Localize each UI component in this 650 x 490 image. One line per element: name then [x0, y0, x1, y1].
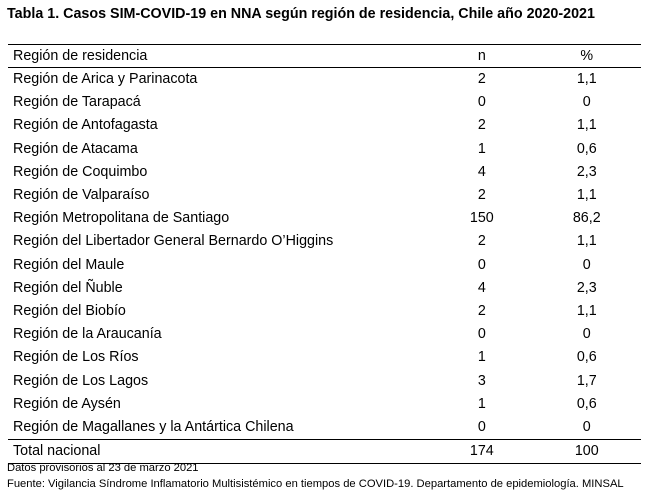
- count-cell: 4: [477, 279, 486, 296]
- percent-cell: 0,6: [576, 349, 597, 366]
- region-cell: Región de Coquimbo: [13, 163, 148, 180]
- count-cell: 2: [477, 71, 486, 87]
- percent-cell: 0: [582, 94, 591, 111]
- region-cell: Región de Magallanes y la Antártica Chil…: [13, 419, 294, 436]
- percent-cell: 0,6: [576, 140, 597, 157]
- count-cell: 150: [469, 210, 494, 227]
- table-row: Región del Maule 0 0: [8, 254, 641, 277]
- total-row: Total nacional 174 100: [8, 439, 641, 465]
- region-cell: Región de Valparaíso: [13, 187, 150, 204]
- table-row: Región de la Araucanía 0 0: [8, 323, 641, 346]
- region-cell: Región del Ñuble: [13, 279, 123, 296]
- count-cell: 174: [431, 439, 533, 465]
- header-row: Región de residencia n %: [8, 44, 641, 68]
- table-row: Región de Coquimbo 4 2,3: [8, 161, 641, 184]
- region-cell: Total nacional: [8, 439, 432, 465]
- table-body: Región de Arica y Parinacota 2 1,1 Región d…: [8, 68, 641, 465]
- region-cell: Región de Los Ríos: [13, 349, 139, 366]
- table-row: Región del Libertador General Bernardo O…: [8, 230, 641, 253]
- region-cell: Región de Arica y Parinacota: [13, 71, 198, 87]
- region-cell: Región de Atacama: [13, 140, 138, 157]
- header-n: n: [431, 44, 533, 68]
- source-note: Fuente: Vigilancia Síndrome Inflamatorio…: [7, 478, 624, 490]
- count-cell: 0: [477, 326, 486, 343]
- region-cell: Región Metropolitana de Santiago: [13, 210, 230, 227]
- count-cell: 2: [477, 233, 486, 250]
- region-cell: Región de la Araucanía: [13, 326, 162, 343]
- table-row: Región de Atacama 1 0,6: [8, 138, 641, 161]
- region-cell: Región de Antofagasta: [13, 117, 158, 134]
- region-cell: Región del Maule: [13, 256, 125, 273]
- region-cell: Región del Libertador General Bernardo O…: [13, 233, 334, 250]
- table-row: Región de Los Lagos 3 1,7: [8, 370, 641, 393]
- region-cell: Región del Biobío: [13, 303, 126, 320]
- header-region: Región de residencia: [8, 44, 432, 68]
- percent-cell: 1,1: [576, 187, 597, 204]
- count-cell: 1: [477, 349, 486, 366]
- percent-cell: 1,1: [576, 71, 597, 87]
- percent-cell: 1,1: [576, 303, 597, 320]
- table-row: Región de Tarapacá 0 0: [8, 91, 641, 114]
- table-row: Región de Antofagasta 2 1,1: [8, 114, 641, 137]
- region-cell: Región de Tarapacá: [13, 94, 141, 111]
- table-row: Región de Aysén 1 0,6: [8, 393, 641, 416]
- count-cell: 3: [477, 372, 486, 389]
- provisional-note: Datos provisorios al 23 de marzo 2021: [7, 462, 199, 474]
- count-cell: 0: [477, 256, 486, 273]
- count-cell: 1: [477, 395, 486, 412]
- table-row: Región de Valparaíso 2 1,1: [8, 184, 641, 207]
- percent-cell: 86,2: [572, 210, 601, 227]
- table-row: Región del Biobío 2 1,1: [8, 300, 641, 323]
- percent-cell: 0: [582, 419, 591, 436]
- count-cell: 2: [477, 117, 486, 134]
- count-cell: 0: [477, 419, 486, 436]
- count-cell: 2: [477, 187, 486, 204]
- region-cases-table: Región de residencia n % Región de Arica…: [8, 44, 641, 465]
- header-percent: %: [532, 44, 641, 68]
- count-cell: 4: [477, 163, 486, 180]
- region-cell: Región de Los Lagos: [13, 372, 149, 389]
- region-cell: Región de Aysén: [13, 395, 121, 412]
- percent-cell: 1,7: [576, 372, 597, 389]
- table-row: Región de Magallanes y la Antártica Chil…: [8, 416, 641, 440]
- count-cell: 2: [477, 303, 486, 320]
- percent-cell: 1,1: [576, 233, 597, 250]
- percent-cell: 1,1: [576, 117, 597, 134]
- percent-cell: 100: [532, 439, 641, 465]
- table-header: Región de residencia n %: [8, 44, 641, 68]
- percent-cell: 0: [582, 256, 591, 273]
- percent-cell: 2,3: [576, 279, 597, 296]
- table-row: Región Metropolitana de Santiago 150 86,2: [8, 207, 641, 230]
- percent-cell: 2,3: [576, 163, 597, 180]
- count-cell: 0: [477, 94, 486, 111]
- percent-cell: 0: [582, 326, 591, 343]
- table-row: Región de Los Ríos 1 0,6: [8, 346, 641, 369]
- count-cell: 1: [477, 140, 486, 157]
- table-row: Región de Arica y Parinacota 2 1,1: [8, 68, 641, 92]
- table-row: Región del Ñuble 4 2,3: [8, 277, 641, 300]
- percent-cell: 0,6: [576, 395, 597, 412]
- table-title: Tabla 1. Casos SIM-COVID-19 en NNA según…: [7, 6, 595, 22]
